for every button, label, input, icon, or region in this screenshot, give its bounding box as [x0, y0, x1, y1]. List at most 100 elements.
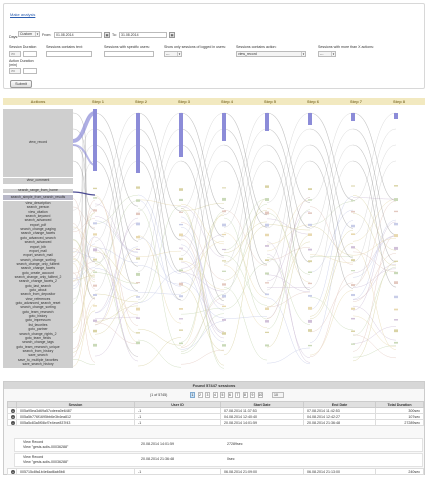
step-node-small[interactable]: [136, 332, 140, 334]
step-node-small[interactable]: [308, 188, 312, 191]
action-label[interactable]: search_person: [26, 205, 50, 210]
days-select[interactable]: Custom ▾: [18, 31, 40, 37]
step-node-small[interactable]: [394, 329, 398, 333]
action-label[interactable]: search_change_sorting: [20, 257, 56, 262]
step-node[interactable]: [179, 113, 183, 157]
action-label[interactable]: search_from_depositor: [20, 292, 56, 297]
action-label[interactable]: goto_create_account: [22, 270, 54, 275]
action-block-view-comment[interactable]: [3, 178, 73, 184]
step-node-small[interactable]: [179, 308, 183, 310]
step-node-small[interactable]: [93, 233, 97, 236]
step-node-small[interactable]: [222, 187, 226, 189]
step-node-small[interactable]: [265, 293, 269, 296]
step-node-small[interactable]: [222, 332, 226, 335]
step-node-small[interactable]: [394, 210, 398, 213]
step-node-small[interactable]: [136, 317, 140, 319]
step-node-small[interactable]: [222, 210, 226, 213]
step-node-small[interactable]: [93, 248, 97, 252]
step-node-small[interactable]: [308, 306, 312, 310]
step-node-small[interactable]: [394, 341, 398, 344]
step-node-small[interactable]: [179, 188, 183, 191]
action-label[interactable]: goto_partner: [28, 327, 48, 332]
step-node-small[interactable]: [179, 198, 183, 201]
step-node-small[interactable]: [308, 260, 312, 263]
action-label[interactable]: search_change_only_fulltext_2: [14, 274, 62, 279]
more-actions-select[interactable]: --- ▾: [318, 51, 336, 57]
step-node-small[interactable]: [222, 223, 226, 227]
step-node-small[interactable]: [136, 282, 140, 284]
step-node-small[interactable]: [394, 198, 398, 202]
page-button[interactable]: 9: [250, 392, 255, 398]
action-label[interactable]: search_advanced: [24, 218, 52, 223]
step-node-small[interactable]: [265, 320, 269, 323]
step-node-small[interactable]: [351, 317, 355, 320]
step-node-small[interactable]: [179, 342, 183, 345]
step-node-small[interactable]: [179, 282, 183, 286]
action-label[interactable]: save_search_history: [22, 361, 54, 366]
table-row[interactable]: − 005a5c83a5f08cf7e4ece837f43 -1 20.08.2…: [7, 419, 424, 426]
step-node[interactable]: [93, 109, 97, 171]
step-node[interactable]: [265, 113, 269, 131]
page-button[interactable]: 8: [242, 392, 248, 398]
step-node-small[interactable]: [93, 209, 97, 212]
specific-users-input[interactable]: [104, 51, 154, 57]
page-button[interactable]: 3: [205, 392, 210, 398]
step-node-small[interactable]: [222, 233, 226, 236]
action-label[interactable]: goto_last_search: [25, 283, 51, 288]
action-label[interactable]: export_search_mail: [23, 253, 53, 258]
minus-icon[interactable]: −: [11, 420, 15, 425]
contains-action-select[interactable]: view_record ▾: [236, 51, 306, 57]
plus-icon[interactable]: +: [11, 408, 15, 413]
step-node-small[interactable]: [222, 283, 226, 286]
action-label[interactable]: goto_impressum: [25, 318, 51, 323]
step-node-small[interactable]: [265, 211, 269, 215]
page-button[interactable]: 10: [257, 392, 263, 398]
step-node-small[interactable]: [136, 307, 140, 311]
step-node-small[interactable]: [394, 295, 398, 299]
action-label[interactable]: search_keyword: [25, 214, 51, 219]
plus-icon[interactable]: +: [11, 469, 15, 474]
from-date-input[interactable]: 01.08.2014: [54, 32, 102, 38]
step-node-small[interactable]: [136, 248, 140, 250]
step-node-small[interactable]: [136, 222, 140, 226]
step-node-small[interactable]: [308, 282, 312, 285]
step-node-small[interactable]: [308, 344, 312, 347]
action-duration-operator[interactable]: >=: [9, 68, 21, 74]
step-node-small[interactable]: [394, 234, 398, 238]
action-duration-input[interactable]: [23, 68, 37, 74]
step-node-small[interactable]: [351, 330, 355, 333]
action-label[interactable]: goto_team_fields: [25, 335, 51, 340]
page-button[interactable]: 4: [212, 392, 218, 398]
action-label[interactable]: goto_advanced_search: [20, 235, 56, 240]
calendar-icon[interactable]: ▦: [169, 32, 175, 38]
step-node-small[interactable]: [93, 293, 97, 296]
step-node-small[interactable]: [136, 235, 140, 239]
to-date-input[interactable]: 31.08.2014: [119, 32, 167, 38]
step-node-small[interactable]: [93, 222, 97, 225]
step-node-small[interactable]: [136, 257, 140, 260]
action-label[interactable]: list_favorites: [28, 322, 48, 327]
step-node-small[interactable]: [394, 281, 398, 285]
action-label[interactable]: goto_advanced_search_reset: [15, 301, 61, 306]
page-button[interactable]: 5: [220, 392, 225, 398]
expand-cell[interactable]: +: [7, 468, 17, 475]
calendar-icon[interactable]: ▦: [104, 32, 110, 38]
action-block-search-range[interactable]: [3, 189, 73, 193]
step-node-small[interactable]: [394, 271, 398, 275]
step-node-small[interactable]: [265, 245, 269, 247]
action-label[interactable]: goto_about: [29, 288, 47, 292]
logged-users-select[interactable]: --- ▾: [164, 51, 182, 57]
action-label[interactable]: goto_team_research_unique: [16, 344, 60, 349]
submit-button[interactable]: Submit: [10, 80, 32, 88]
step-node-small[interactable]: [222, 344, 226, 347]
action-label[interactable]: export_pdf: [29, 222, 47, 227]
action-label[interactable]: search_change_sorting: [20, 305, 56, 310]
page-button[interactable]: 2: [197, 392, 203, 398]
step-node-small[interactable]: [136, 212, 140, 216]
action-label[interactable]: search_change_tags: [22, 340, 54, 345]
action-label[interactable]: search_change_paging: [20, 227, 56, 232]
action-label[interactable]: export_mail: [29, 248, 47, 253]
action-block-search-simple[interactable]: [3, 195, 73, 200]
step-node-small[interactable]: [351, 246, 355, 249]
step-node-small[interactable]: [265, 259, 269, 261]
